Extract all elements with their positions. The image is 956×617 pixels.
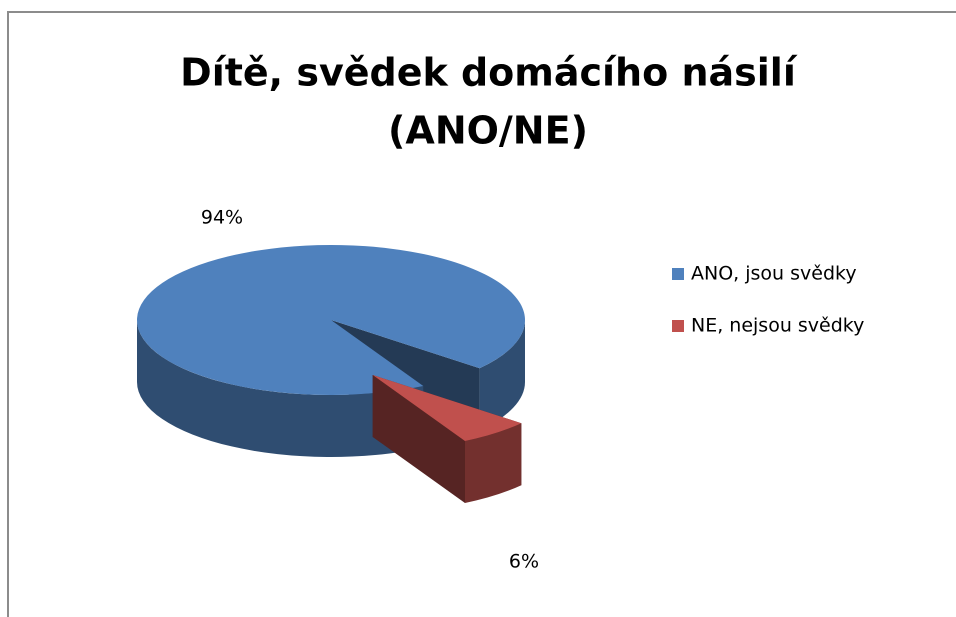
legend-label: NE, nejsou svědky (691, 315, 864, 337)
slice-wall (372, 375, 465, 503)
chart-title: Dítě, svědek domácího násilí (180, 51, 798, 95)
legend-swatch (672, 268, 684, 280)
chart-title: (ANO/NE) (388, 109, 588, 153)
data-label: 94% (201, 207, 243, 229)
slice-side (464, 423, 522, 503)
slice-side (137, 320, 424, 457)
slice (137, 244, 526, 395)
data-label: 6% (509, 551, 539, 573)
slice (372, 375, 522, 441)
slice-side (479, 320, 525, 431)
legend-label: ANO, jsou svědky (691, 263, 857, 285)
legend-swatch (672, 320, 684, 332)
